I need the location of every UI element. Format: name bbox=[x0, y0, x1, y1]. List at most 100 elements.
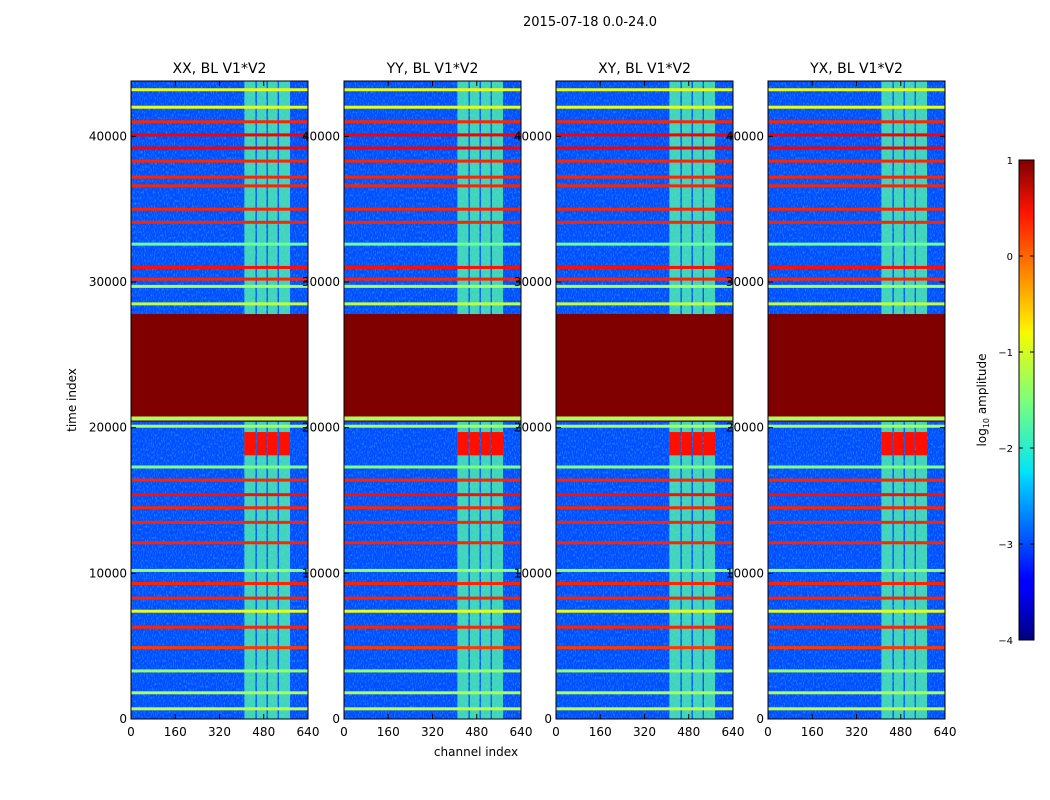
strong-rfi-cell bbox=[893, 432, 904, 456]
time-row-flag bbox=[131, 424, 308, 428]
y-tick-label: 30000 bbox=[726, 275, 764, 289]
x-tick-label: 0 bbox=[127, 725, 135, 739]
time-row-flag bbox=[768, 691, 945, 695]
time-row-flag bbox=[768, 146, 945, 150]
strong-rfi-cell bbox=[915, 432, 928, 456]
time-row-flag bbox=[556, 146, 733, 150]
y-tick-label: 30000 bbox=[302, 275, 340, 289]
time-row-flag bbox=[556, 609, 733, 613]
time-row-flag bbox=[556, 242, 733, 246]
time-row-flag bbox=[131, 88, 308, 92]
x-tick-label: 320 bbox=[633, 725, 656, 739]
time-row-flag bbox=[131, 133, 308, 137]
time-row-flag bbox=[556, 506, 733, 510]
y-tick-label: 40000 bbox=[726, 129, 764, 143]
x-tick-label: 480 bbox=[465, 725, 488, 739]
colorbar-tick-label: −3 bbox=[998, 540, 1013, 551]
time-row-flag bbox=[344, 669, 521, 673]
time-row-flag bbox=[768, 220, 945, 224]
time-row-flag bbox=[344, 465, 521, 469]
y-tick-label: 0 bbox=[756, 712, 764, 726]
time-row-flag bbox=[344, 277, 521, 281]
y-axis-label: time index bbox=[65, 368, 79, 432]
colorbar: −4 −3 −2 −1 0 1 log10 amplitude bbox=[975, 156, 1035, 647]
time-row-flag bbox=[768, 265, 945, 269]
y-tick-label: 40000 bbox=[302, 129, 340, 143]
y-tick-label: 20000 bbox=[89, 421, 127, 435]
time-row-flag bbox=[556, 478, 733, 482]
strong-rfi-cell bbox=[681, 432, 692, 456]
strong-rfi-cell bbox=[278, 432, 291, 456]
time-row-flag bbox=[131, 465, 308, 469]
strong-rfi-cell bbox=[244, 432, 256, 456]
time-row-flag bbox=[344, 302, 521, 306]
time-row-flag bbox=[556, 220, 733, 224]
time-row-flag bbox=[344, 133, 521, 137]
time-row-flag bbox=[768, 302, 945, 306]
time-row-flag bbox=[556, 493, 733, 497]
colorbar-tick-label: −2 bbox=[998, 444, 1013, 455]
time-row-flag bbox=[556, 120, 733, 124]
time-row-flag bbox=[344, 596, 521, 600]
time-row-flag bbox=[556, 265, 733, 269]
time-row-flag bbox=[768, 478, 945, 482]
time-row-flag bbox=[344, 478, 521, 482]
time-row-flag bbox=[131, 284, 308, 288]
time-row-flag bbox=[768, 242, 945, 246]
time-row-flag bbox=[131, 277, 308, 281]
saturated-block bbox=[768, 314, 945, 422]
y-tick-label: 10000 bbox=[514, 566, 552, 580]
strong-rfi-cell bbox=[904, 432, 915, 456]
time-row-flag bbox=[768, 120, 945, 124]
time-row-flag bbox=[556, 707, 733, 711]
time-row-flag bbox=[556, 669, 733, 673]
x-tick-label: 320 bbox=[208, 725, 231, 739]
time-row-flag bbox=[768, 506, 945, 510]
figure-suptitle: 2015-07-18 0.0-24.0 bbox=[523, 15, 657, 30]
time-row-flag bbox=[768, 277, 945, 281]
x-tick-label: 640 bbox=[934, 725, 957, 739]
time-row-flag bbox=[768, 541, 945, 545]
panel-title: XY, BL V1*V2 bbox=[598, 61, 691, 77]
time-row-flag bbox=[344, 493, 521, 497]
y-tick-label: 0 bbox=[544, 712, 552, 726]
x-tick-label: 320 bbox=[845, 725, 868, 739]
time-row-flag bbox=[556, 175, 733, 179]
panel-yy: YY, BL V1*V2 0 160 320 480 640 0 10000 20000 3000… bbox=[302, 61, 533, 739]
y-tick-label: 20000 bbox=[726, 421, 764, 435]
time-row-flag bbox=[556, 424, 733, 428]
strong-rfi-cell bbox=[703, 432, 716, 456]
time-row-flag bbox=[131, 609, 308, 613]
time-row-flag bbox=[131, 493, 308, 497]
x-axis-label: channel index bbox=[434, 745, 518, 759]
time-row-flag bbox=[131, 159, 308, 163]
strong-rfi-cell bbox=[469, 432, 480, 456]
time-row-flag bbox=[344, 568, 521, 572]
y-tick-label: 20000 bbox=[302, 421, 340, 435]
time-row-flag bbox=[344, 220, 521, 224]
time-row-flag bbox=[556, 302, 733, 306]
panel-title: YX, BL V1*V2 bbox=[809, 61, 903, 77]
colorbar-tick-label: −1 bbox=[998, 348, 1013, 359]
colorbar-label-log: log bbox=[975, 428, 989, 446]
x-tick-label: 0 bbox=[340, 725, 348, 739]
time-row-flag bbox=[556, 691, 733, 695]
time-row-flag bbox=[556, 184, 733, 188]
time-row-flag bbox=[556, 520, 733, 524]
time-row-flag bbox=[131, 242, 308, 246]
time-row-flag bbox=[556, 159, 733, 163]
saturated-block bbox=[131, 314, 308, 422]
saturated-edge bbox=[131, 416, 308, 421]
time-row-flag bbox=[768, 284, 945, 288]
time-row-flag bbox=[768, 133, 945, 137]
time-row-flag bbox=[556, 646, 733, 650]
y-tick-label: 40000 bbox=[514, 129, 552, 143]
time-row-flag bbox=[344, 691, 521, 695]
time-row-flag bbox=[131, 691, 308, 695]
x-tick-label: 480 bbox=[677, 725, 700, 739]
time-row-flag bbox=[344, 520, 521, 524]
time-row-flag bbox=[556, 541, 733, 545]
time-row-flag bbox=[344, 88, 521, 92]
x-tick-label: 640 bbox=[297, 725, 320, 739]
